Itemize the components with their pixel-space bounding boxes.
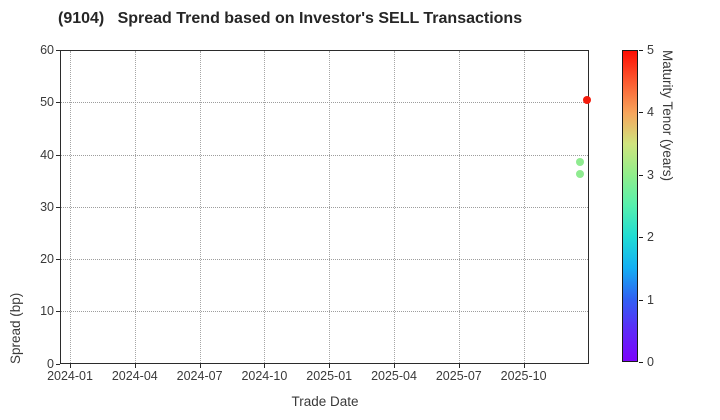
- colorbar-label: Maturity Tenor (years): [660, 50, 675, 182]
- colorbar-tick-label: 4: [647, 105, 654, 120]
- x-tick-mark: [134, 364, 136, 368]
- x-tick-mark: [394, 364, 395, 368]
- x-tick-label: 2025-04: [371, 369, 417, 383]
- colorbar-tick-label: 5: [647, 43, 654, 57]
- plot-area: [60, 50, 591, 364]
- y-tick-label: 60: [40, 43, 54, 57]
- x-tick-mark: [523, 364, 525, 368]
- y-gridline: [61, 154, 588, 156]
- data-point: [575, 170, 584, 179]
- x-tick-mark: [264, 364, 266, 368]
- x-tick-mark: [458, 364, 460, 368]
- y-tick-mark: [56, 363, 60, 365]
- x-tick-label: 2025-01: [306, 369, 353, 383]
- colorbar-tick-label: 1: [647, 292, 654, 307]
- colorbar-tick-label: 3: [647, 167, 654, 182]
- colorbar-tick-mark: [639, 112, 643, 114]
- x-axis-label: Trade Date: [291, 394, 359, 409]
- y-tick-label: 50: [40, 95, 54, 110]
- y-gridline: [61, 102, 588, 104]
- colorbar-tick-mark: [639, 174, 643, 176]
- x-tick-label: 2024-01: [47, 369, 93, 383]
- y-tick-label: 40: [40, 147, 54, 162]
- y-gridline: [61, 259, 588, 260]
- x-tick-label: 2024-10: [241, 369, 288, 383]
- colorbar-gradient: [622, 50, 638, 362]
- y-tick-mark: [56, 154, 60, 156]
- data-point: [582, 96, 591, 105]
- y-tick-label: 30: [40, 199, 54, 214]
- x-tick-label: 2025-07: [435, 369, 482, 383]
- x-tick-mark: [70, 364, 71, 368]
- y-tick-label: 10: [40, 304, 54, 319]
- y-tick-mark: [56, 259, 60, 260]
- y-tick-mark: [56, 311, 60, 313]
- chart-title: (9104) Spread Trend based on Investor's …: [58, 10, 523, 27]
- x-tick-label: 2024-07: [176, 369, 223, 383]
- y-tick-mark: [56, 206, 60, 208]
- colorbar-tick-mark: [639, 299, 643, 301]
- x-tick-label: 2025-10: [500, 369, 547, 383]
- colorbar-tick-mark: [639, 362, 643, 363]
- x-tick-label: 2024-04: [111, 369, 158, 383]
- colorbar-tick-mark: [639, 50, 643, 51]
- y-tick-mark: [56, 50, 60, 51]
- data-point: [575, 158, 584, 167]
- colorbar-tick-mark: [639, 237, 643, 239]
- y-gridline: [61, 206, 588, 208]
- y-tick-label: 20: [40, 252, 54, 266]
- y-tick-label: 0: [47, 356, 54, 371]
- y-tick-mark: [56, 102, 60, 104]
- colorbar-tick-label: 2: [647, 230, 654, 245]
- colorbar-tick-label: 0: [647, 355, 654, 369]
- x-tick-mark: [199, 364, 201, 368]
- y-axis-label: Spread (bp): [8, 292, 23, 364]
- x-tick-mark: [329, 364, 331, 368]
- y-gridline: [61, 311, 588, 313]
